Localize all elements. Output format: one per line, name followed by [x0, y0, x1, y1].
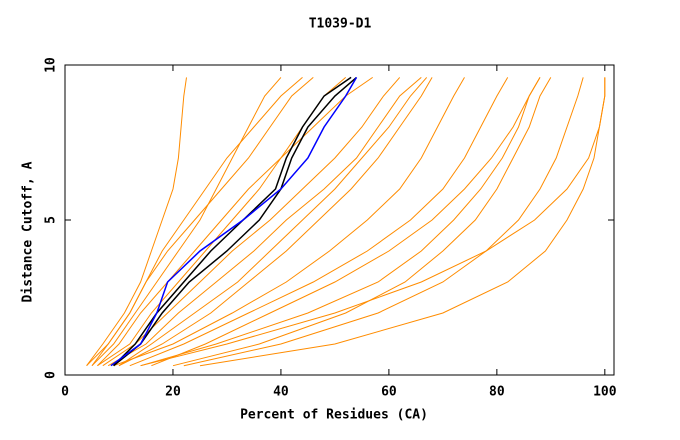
y-tick-label: 0 [44, 371, 59, 379]
series-line [129, 77, 509, 367]
series-line [118, 77, 428, 367]
series-line [172, 77, 552, 367]
x-tick-label: 80 [489, 385, 505, 400]
x-tick-label: 100 [593, 385, 617, 400]
x-axis-label: Percent of Residues (CA) [240, 408, 428, 423]
y-tick-label: 10 [44, 57, 59, 73]
x-tick-label: 60 [381, 385, 397, 400]
x-tick-label: 0 [61, 385, 69, 400]
series-line [110, 77, 358, 367]
series-line [199, 77, 606, 367]
series-line [118, 77, 433, 367]
series-line [113, 76, 352, 367]
y-tick-label: 5 [44, 216, 59, 224]
series-line [140, 77, 541, 367]
series-line [113, 77, 465, 367]
series-line [107, 77, 422, 367]
series-line [86, 77, 314, 367]
series-line [97, 76, 373, 367]
y-axis-label: Distance Cutoff, A [21, 161, 36, 302]
chart-title: T1039-D1 [309, 17, 372, 32]
series-line [183, 77, 584, 367]
series-line [86, 77, 187, 366]
series-line [151, 77, 541, 367]
series-line [113, 76, 357, 367]
series-line [97, 77, 347, 367]
x-tick-label: 20 [165, 385, 181, 400]
series-line [102, 77, 401, 367]
plot-frame [64, 64, 615, 376]
series-line [140, 77, 606, 367]
x-tick-label: 40 [273, 385, 289, 400]
series-line [91, 77, 282, 367]
